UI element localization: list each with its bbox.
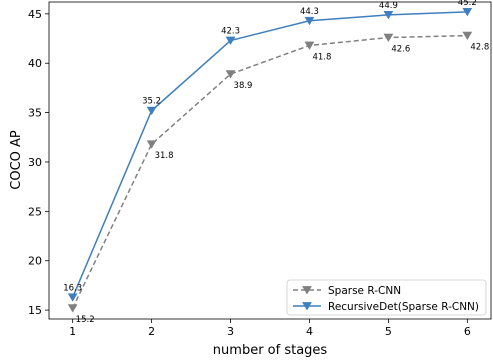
series-1 bbox=[67, 31, 473, 313]
x-tick-label: 1 bbox=[69, 325, 76, 338]
data-point bbox=[67, 293, 78, 302]
series-line bbox=[72, 34, 468, 309]
x-axis: 1 2 3 4 5 6 bbox=[69, 319, 471, 338]
data-point bbox=[146, 106, 157, 116]
legend-box bbox=[286, 279, 487, 316]
data-label: 44.9 bbox=[379, 1, 398, 11]
plot-area bbox=[48, 1, 492, 320]
x-tick-label: 3 bbox=[227, 325, 234, 338]
data-point bbox=[67, 304, 78, 313]
data-point bbox=[462, 8, 473, 17]
data-point bbox=[146, 140, 157, 149]
y-tick-label: 25 bbox=[28, 205, 42, 218]
series-line bbox=[71, 11, 468, 298]
legend: Sparse R-CNN RecursiveDet(Sparse R-CNN) bbox=[286, 279, 487, 316]
y-tick-label: 15 bbox=[28, 304, 42, 317]
data-point bbox=[383, 10, 394, 20]
data-point bbox=[225, 36, 236, 46]
series-2 bbox=[67, 8, 473, 302]
data-label: 31.8 bbox=[155, 151, 174, 161]
x-axis-title: number of stages bbox=[213, 343, 328, 358]
data-label: 44.3 bbox=[300, 7, 319, 17]
data-labels: 15.2 31.8 38.9 41.8 42.6 42.8 16.3 35.2 42.3 44.3… bbox=[63, 0, 489, 325]
data-label: 45.2 bbox=[458, 0, 477, 8]
legend-label: Sparse R-CNN bbox=[328, 285, 401, 297]
legend-marker bbox=[302, 302, 312, 311]
x-tick-label: 5 bbox=[385, 325, 392, 338]
data-label: 15.2 bbox=[76, 315, 95, 325]
data-label: 42.3 bbox=[221, 27, 240, 37]
y-axis-title: COCO AP bbox=[9, 130, 24, 190]
data-point bbox=[462, 31, 473, 41]
x-tick-label: 4 bbox=[306, 325, 313, 338]
data-label: 35.2 bbox=[142, 97, 161, 107]
legend-marker bbox=[302, 286, 312, 295]
data-label: 16.3 bbox=[63, 283, 82, 293]
y-tick-label: 30 bbox=[28, 156, 42, 169]
y-tick-label: 35 bbox=[28, 107, 42, 120]
y-axis: 15 20 25 30 35 40 45 bbox=[28, 8, 49, 317]
y-tick-label: 45 bbox=[28, 8, 42, 21]
x-tick-label: 2 bbox=[148, 325, 155, 338]
series-layer bbox=[67, 8, 473, 313]
x-tick-label: 6 bbox=[464, 325, 471, 338]
legend-label: RecursiveDet(Sparse R-CNN) bbox=[328, 301, 479, 313]
data-label: 38.9 bbox=[234, 81, 253, 91]
data-label: 42.8 bbox=[470, 43, 489, 53]
data-point bbox=[304, 16, 315, 26]
y-tick-label: 20 bbox=[28, 255, 42, 268]
data-point bbox=[225, 70, 236, 79]
data-point bbox=[383, 33, 394, 43]
data-label: 41.8 bbox=[312, 52, 331, 62]
y-tick-label: 40 bbox=[28, 57, 42, 70]
data-label: 42.6 bbox=[391, 45, 410, 55]
data-point bbox=[304, 41, 315, 50]
